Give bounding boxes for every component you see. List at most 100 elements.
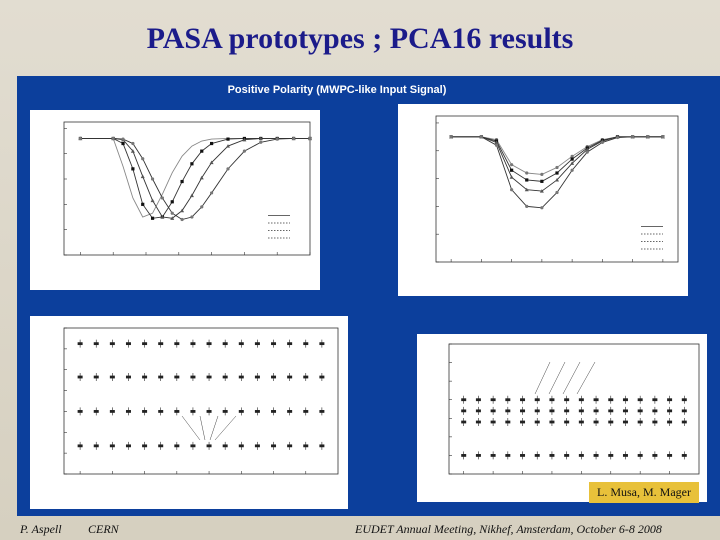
data-point <box>206 444 212 448</box>
data-point <box>254 410 260 413</box>
axes-frame <box>63 327 339 475</box>
data-point <box>93 342 99 346</box>
data-point <box>564 398 570 402</box>
series-line <box>80 138 310 221</box>
data-point <box>150 177 155 181</box>
data-point <box>534 409 540 413</box>
data-point <box>490 398 496 402</box>
data-point <box>174 375 180 379</box>
data-point <box>509 175 514 179</box>
data-point <box>652 398 658 402</box>
data-point <box>319 410 325 413</box>
data-point <box>206 342 212 346</box>
axes-frame <box>448 343 700 475</box>
data-point <box>174 410 180 413</box>
data-point <box>271 342 277 346</box>
data-point <box>125 410 131 413</box>
data-point <box>622 398 628 402</box>
data-point <box>681 398 687 402</box>
data-point <box>303 375 309 379</box>
data-point <box>622 409 628 413</box>
data-point <box>652 420 658 424</box>
data-point <box>555 171 559 175</box>
data-point <box>505 420 511 424</box>
data-point <box>520 398 526 402</box>
data-point <box>510 168 514 172</box>
data-point <box>142 444 148 448</box>
plot-c-frame <box>30 316 348 509</box>
slide-subtitle: Positive Polarity (MWPC-like Input Signa… <box>227 84 447 96</box>
data-point <box>549 454 555 457</box>
data-point <box>534 420 540 424</box>
data-point <box>238 342 244 346</box>
data-point <box>615 135 620 140</box>
data-point <box>585 150 589 154</box>
data-point <box>189 193 194 198</box>
series-line <box>80 138 310 218</box>
data-point <box>158 410 164 413</box>
data-point <box>158 375 164 379</box>
data-point <box>600 140 604 145</box>
data-point <box>490 409 496 413</box>
data-point <box>303 410 309 413</box>
data-point <box>494 140 499 145</box>
data-point <box>622 420 628 424</box>
data-point <box>608 409 614 413</box>
chart-peaking-time-spread <box>63 327 339 475</box>
data-point <box>490 454 496 457</box>
data-point <box>111 136 115 141</box>
data-point <box>303 342 309 346</box>
data-point <box>287 375 293 379</box>
data-point <box>170 216 175 220</box>
data-point <box>319 444 325 448</box>
footer-author: P. Aspell <box>20 522 62 536</box>
data-point <box>667 420 673 424</box>
data-point <box>555 165 559 170</box>
axes-frame <box>63 121 311 256</box>
data-point <box>190 444 196 448</box>
annotation-leader <box>534 361 551 395</box>
data-point <box>142 375 148 379</box>
data-point <box>131 167 135 171</box>
footer-event: EUDET Annual Meeting, Nikhef, Amsterdam,… <box>355 522 662 536</box>
data-point <box>238 410 244 413</box>
data-point <box>549 409 555 413</box>
data-point <box>564 420 570 424</box>
data-point <box>593 409 599 413</box>
data-point <box>125 444 131 448</box>
data-point <box>475 420 481 424</box>
data-point <box>150 198 155 203</box>
data-point <box>226 137 230 141</box>
series-line <box>451 136 663 182</box>
chart-peaking-time-pulses <box>63 121 312 256</box>
data-point <box>494 143 499 147</box>
data-point <box>180 179 184 184</box>
annotation-leader <box>214 415 237 441</box>
data-point <box>631 135 635 139</box>
data-point <box>593 398 599 402</box>
data-point <box>461 420 467 424</box>
data-point <box>681 420 687 424</box>
data-point <box>608 398 614 402</box>
data-point <box>174 342 180 346</box>
chart-signal-height-spread <box>448 343 700 475</box>
data-point <box>209 160 214 165</box>
data-point <box>222 375 228 379</box>
data-point <box>158 342 164 346</box>
plot-b-frame <box>398 104 688 296</box>
data-point <box>540 206 544 210</box>
data-point <box>287 342 293 346</box>
data-point <box>578 454 584 457</box>
data-point <box>190 162 194 166</box>
data-point <box>271 444 277 448</box>
data-point <box>109 375 115 379</box>
data-point <box>190 215 194 219</box>
data-point <box>505 409 511 413</box>
data-point <box>520 409 526 413</box>
data-point <box>525 171 529 175</box>
data-point <box>180 217 184 222</box>
data-point <box>77 410 83 413</box>
data-point <box>578 398 584 402</box>
data-point <box>593 454 599 457</box>
data-point <box>180 208 185 213</box>
